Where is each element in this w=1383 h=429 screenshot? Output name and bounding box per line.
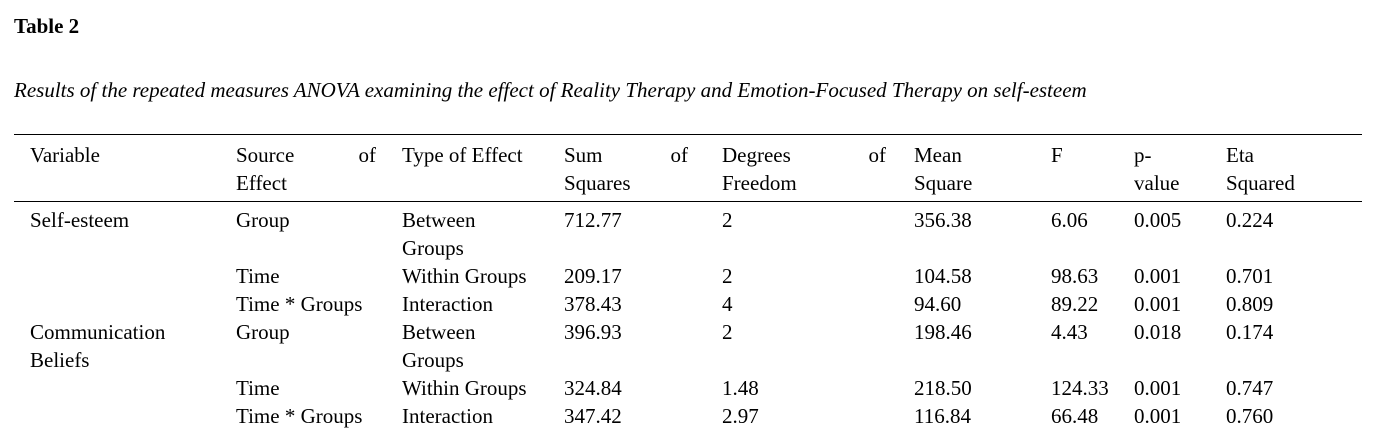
table-cell: 396.93	[564, 320, 622, 344]
column-header: Sum of Squares	[564, 134, 722, 202]
table-cell: 0.018	[1134, 320, 1182, 344]
column-header: Degrees of Freedom	[722, 134, 914, 202]
column-header: Mean Square	[914, 134, 1051, 202]
table-cell: Time	[236, 264, 280, 288]
table-cell: 94.60	[914, 292, 962, 316]
table-cell: 209.17	[564, 264, 622, 288]
table-cell: 6.06	[1051, 208, 1088, 232]
column-header: Eta Squared	[1226, 134, 1362, 202]
table-cell: Time * Groups	[236, 404, 363, 428]
table-cell: 0.809	[1226, 292, 1274, 316]
column-header: F	[1051, 134, 1134, 202]
table-row: Self-esteem Group Between Groups 712.77 2 356.…	[14, 202, 1362, 263]
table-cell: 2	[722, 208, 733, 232]
table-cell: Time	[236, 376, 280, 400]
table-cell: 347.42	[564, 404, 622, 428]
anova-table: Variable Source of Effect Type of Effect Sum o…	[14, 134, 1362, 429]
table-cell: 0.001	[1134, 292, 1182, 316]
table-cell: 2	[722, 320, 733, 344]
table-cell: 2.97	[722, 404, 759, 428]
table-cell: 198.46	[914, 320, 972, 344]
table-cell: 0.005	[1134, 208, 1182, 232]
table-cell: Within Groups	[402, 376, 527, 400]
column-header: Type of Effect	[402, 134, 564, 202]
table-cell: 0.760	[1226, 404, 1274, 428]
table-cell: Between Groups	[402, 208, 476, 260]
table-cell: 89.22	[1051, 292, 1099, 316]
table-cell: 356.38	[914, 208, 972, 232]
table-cell: 98.63	[1051, 264, 1099, 288]
table-cell: Interaction	[402, 404, 493, 428]
table-cell: Self-esteem	[30, 208, 130, 232]
table-cell: Interaction	[402, 292, 493, 316]
table-cell: 0.174	[1226, 320, 1274, 344]
table-cell: Within Groups	[402, 264, 527, 288]
table-cell: Time * Groups	[236, 292, 363, 316]
header-row: Variable Source of Effect Type of Effect Sum o…	[14, 134, 1362, 202]
table-row: Communication Beliefs Group Between Groups 39…	[14, 318, 1362, 374]
table-cell: 324.84	[564, 376, 622, 400]
column-header: Source of Effect	[236, 134, 402, 202]
column-header: Variable	[14, 134, 236, 202]
table-cell: 0.001	[1134, 404, 1182, 428]
table-cell: 0.747	[1226, 376, 1274, 400]
table-cell: Communication Beliefs	[30, 320, 166, 372]
table-number: Table 2	[14, 14, 80, 38]
table-cell: 0.224	[1226, 208, 1274, 232]
table-cell: 218.50	[914, 376, 972, 400]
table-cell: 124.33	[1051, 376, 1109, 400]
table-body: Self-esteem Group Between Groups 712.77 2 356.…	[14, 202, 1362, 429]
table-cell: 0.001	[1134, 264, 1182, 288]
table-cell: Group	[236, 320, 290, 344]
table-row: Time Within Groups 209.17 2 104.58 98.63 0.001…	[14, 262, 1362, 290]
table-cell: Group	[236, 208, 290, 232]
table-cell: 66.48	[1051, 404, 1099, 428]
table-cell: 4	[722, 292, 733, 316]
table-row: Time * Groups Interaction 378.43 4 94.60 89.2…	[14, 290, 1362, 318]
table-cell: 2	[722, 264, 733, 288]
table-row: Time Within Groups 324.84 1.48 218.50 124.33 0…	[14, 374, 1362, 402]
table-cell	[14, 262, 236, 290]
table-cell: 0.701	[1226, 264, 1274, 288]
table-cell	[14, 374, 236, 402]
table-cell: 1.48	[722, 376, 759, 400]
table-cell: 0.001	[1134, 376, 1182, 400]
table-cell: 104.58	[914, 264, 972, 288]
table-cell	[14, 402, 236, 429]
table-head: Variable Source of Effect Type of Effect Sum o…	[14, 134, 1362, 202]
table-cell	[14, 290, 236, 318]
table-row: Time * Groups Interaction 347.42 2.97 116.84…	[14, 402, 1362, 429]
table-cell: 116.84	[914, 404, 971, 428]
column-header: p-value	[1134, 134, 1226, 202]
table-cell: 712.77	[564, 208, 622, 232]
table-cell: 4.43	[1051, 320, 1088, 344]
table-cell: Between Groups	[402, 320, 476, 372]
table-cell: 378.43	[564, 292, 622, 316]
table-caption: Results of the repeated measures ANOVA e…	[14, 78, 1087, 102]
